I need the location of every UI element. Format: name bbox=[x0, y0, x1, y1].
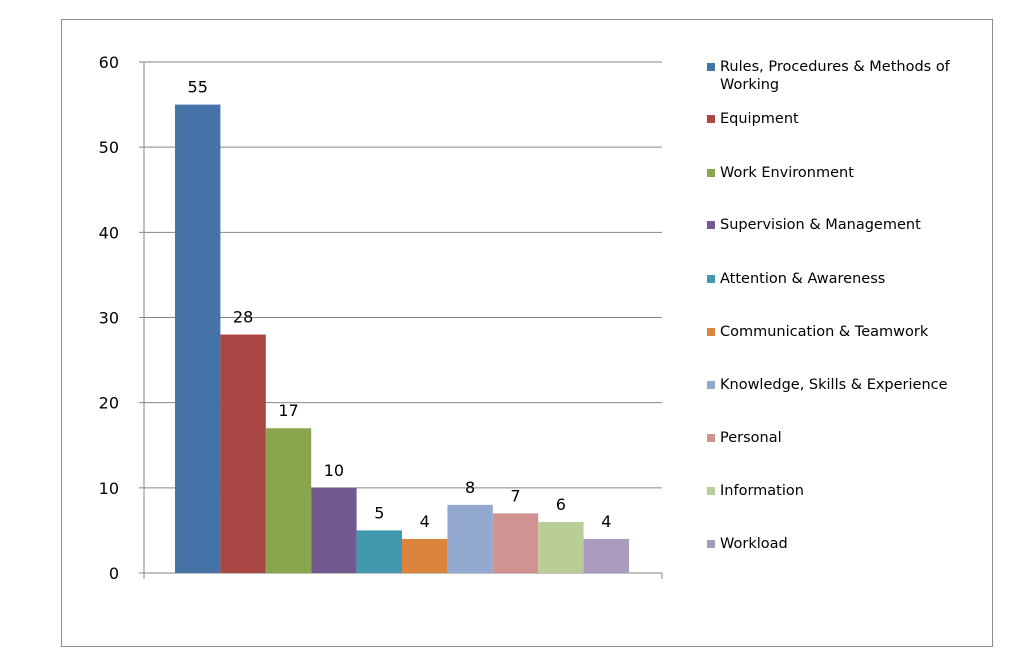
legend-swatch bbox=[707, 381, 715, 389]
legend-item: Communication & Teamwork bbox=[707, 323, 955, 341]
data-label: 4 bbox=[601, 512, 611, 531]
bar-1 bbox=[175, 104, 221, 573]
legend-label: Work Environment bbox=[720, 165, 854, 181]
bar-2 bbox=[220, 334, 266, 573]
legend-label: Supervision & Management bbox=[720, 217, 921, 233]
data-label: 6 bbox=[556, 495, 566, 514]
legend-swatch bbox=[707, 115, 715, 123]
legend-item: Rules, Procedures & Methods of Working bbox=[707, 58, 955, 94]
legend-swatch bbox=[707, 487, 715, 495]
legend-label: Equipment bbox=[720, 111, 799, 127]
legend-label: Personal bbox=[720, 430, 782, 446]
bar-9 bbox=[538, 521, 584, 573]
y-tick-label: 60 bbox=[99, 53, 119, 72]
bar-4 bbox=[311, 487, 357, 573]
bar-5 bbox=[356, 530, 402, 573]
y-tick-label: 50 bbox=[99, 138, 119, 157]
y-tick-label: 30 bbox=[99, 309, 119, 328]
legend-item: Knowledge, Skills & Experience bbox=[707, 376, 955, 394]
data-label: 8 bbox=[465, 478, 475, 497]
bar-3 bbox=[265, 428, 312, 573]
legend-swatch bbox=[707, 63, 715, 71]
data-label: 5 bbox=[374, 503, 384, 522]
legend-swatch bbox=[707, 169, 715, 177]
data-label: 55 bbox=[188, 78, 208, 97]
legend-swatch bbox=[707, 328, 715, 336]
legend-item: Supervision & Management bbox=[707, 216, 955, 234]
y-tick-label: 40 bbox=[99, 223, 119, 242]
bar-7 bbox=[447, 504, 493, 573]
legend-item: Attention & Awareness bbox=[707, 270, 955, 288]
data-label: 7 bbox=[510, 486, 520, 505]
legend-swatch bbox=[707, 221, 715, 229]
legend-label: Attention & Awareness bbox=[720, 271, 886, 287]
legend-swatch bbox=[707, 434, 715, 442]
legend-item: Equipment bbox=[707, 110, 955, 128]
legend-label: Knowledge, Skills & Experience bbox=[720, 377, 948, 393]
bar-6 bbox=[402, 538, 448, 573]
legend-item: Work Environment bbox=[707, 164, 955, 182]
legend-label: Information bbox=[720, 483, 804, 499]
y-tick-label: 0 bbox=[109, 564, 119, 583]
bar-10 bbox=[583, 538, 629, 573]
legend-label: Rules, Procedures & Methods of Working bbox=[720, 59, 950, 93]
data-label: 17 bbox=[278, 401, 298, 420]
y-tick-label: 10 bbox=[99, 479, 119, 498]
legend-label: Workload bbox=[720, 536, 788, 552]
data-label: 10 bbox=[324, 461, 344, 480]
bar-8 bbox=[492, 513, 539, 573]
legend-item: Information bbox=[707, 482, 955, 500]
legend-item: Personal bbox=[707, 429, 955, 447]
legend-swatch bbox=[707, 540, 715, 548]
y-tick-label: 20 bbox=[99, 394, 119, 413]
legend-item: Workload bbox=[707, 535, 955, 553]
data-label: 4 bbox=[420, 512, 430, 531]
data-label: 28 bbox=[233, 308, 253, 327]
legend-label: Communication & Teamwork bbox=[720, 324, 929, 340]
legend-swatch bbox=[707, 275, 715, 283]
